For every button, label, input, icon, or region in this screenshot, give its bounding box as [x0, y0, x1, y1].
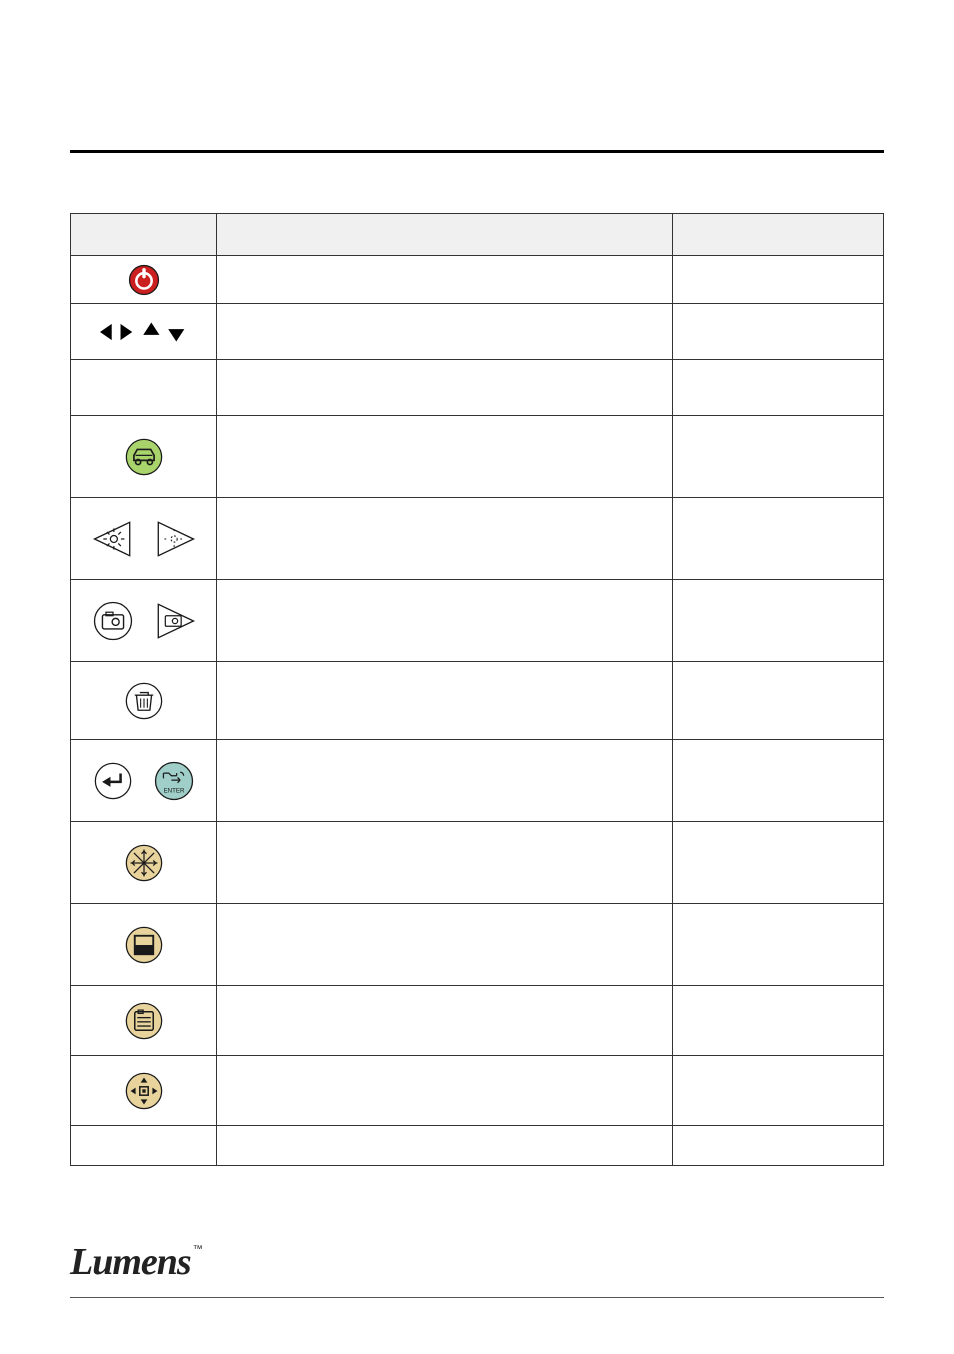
cell-desc — [217, 740, 672, 822]
th-op — [672, 214, 883, 256]
cell-desc — [217, 580, 672, 662]
menu-icon — [123, 1000, 165, 1042]
cell-desc — [217, 1056, 672, 1126]
table-row — [71, 822, 884, 904]
th-desc — [217, 214, 672, 256]
logo-tm: ™ — [193, 1244, 203, 1255]
arrows-icon — [99, 321, 189, 343]
cell-icon — [71, 304, 217, 360]
cell-desc — [217, 416, 672, 498]
source-enter-icon: ENTER — [152, 759, 196, 803]
table-row — [71, 1056, 884, 1126]
cell-icon — [71, 416, 217, 498]
freeze-icon — [123, 842, 165, 884]
table-row — [71, 360, 884, 416]
th-icon — [71, 214, 217, 256]
enter-label: ENTER — [163, 787, 184, 794]
cell-icon — [71, 498, 217, 580]
cell-icon — [71, 256, 217, 304]
cell-desc — [217, 1126, 672, 1166]
capture-icon — [91, 599, 135, 643]
delete-icon — [123, 680, 165, 722]
power-icon — [127, 263, 161, 297]
table-row — [71, 304, 884, 360]
pan-icon — [123, 1070, 165, 1112]
cell-icon — [71, 662, 217, 740]
table-row — [71, 1126, 884, 1166]
cell-op — [672, 256, 883, 304]
cell-desc — [217, 986, 672, 1056]
cell-icon — [71, 1056, 217, 1126]
auto-icon — [123, 436, 165, 478]
cell-op — [672, 822, 883, 904]
cell-icon — [71, 580, 217, 662]
logo-text: Lumens — [70, 1240, 191, 1284]
cell-icon — [71, 986, 217, 1056]
table-row — [71, 256, 884, 304]
pbp-icon — [123, 924, 165, 966]
cell-icon — [71, 822, 217, 904]
cell-op — [672, 1056, 883, 1126]
cell-icon: ENTER — [71, 740, 217, 822]
cell-desc — [217, 822, 672, 904]
cell-op — [672, 1126, 883, 1166]
controls-table: ENTER — [70, 213, 884, 1166]
brightness-up-icon — [91, 517, 135, 561]
cell-op — [672, 580, 883, 662]
cell-desc — [217, 662, 672, 740]
cell-op — [672, 986, 883, 1056]
capture-prev-icon — [153, 599, 197, 643]
table-row — [71, 904, 884, 986]
table-row — [71, 416, 884, 498]
table-row — [71, 580, 884, 662]
table-row: ENTER — [71, 740, 884, 822]
table-row — [71, 986, 884, 1056]
title-rule — [70, 150, 884, 153]
cell-icon — [71, 1126, 217, 1166]
cell-desc — [217, 304, 672, 360]
footer-rule — [70, 1297, 884, 1298]
cell-op — [672, 740, 883, 822]
enter-icon — [92, 760, 134, 802]
cell-op — [672, 498, 883, 580]
cell-desc — [217, 256, 672, 304]
cell-icon — [71, 904, 217, 986]
cell-op — [672, 360, 883, 416]
table-header-row — [71, 214, 884, 256]
brand-logo: Lumens ™ — [70, 1240, 203, 1284]
cell-desc — [217, 904, 672, 986]
table-row — [71, 662, 884, 740]
brightness-down-icon — [153, 517, 197, 561]
cell-icon — [71, 360, 217, 416]
cell-op — [672, 904, 883, 986]
cell-desc — [217, 498, 672, 580]
cell-op — [672, 662, 883, 740]
cell-desc — [217, 360, 672, 416]
table-row — [71, 498, 884, 580]
cell-op — [672, 416, 883, 498]
cell-op — [672, 304, 883, 360]
